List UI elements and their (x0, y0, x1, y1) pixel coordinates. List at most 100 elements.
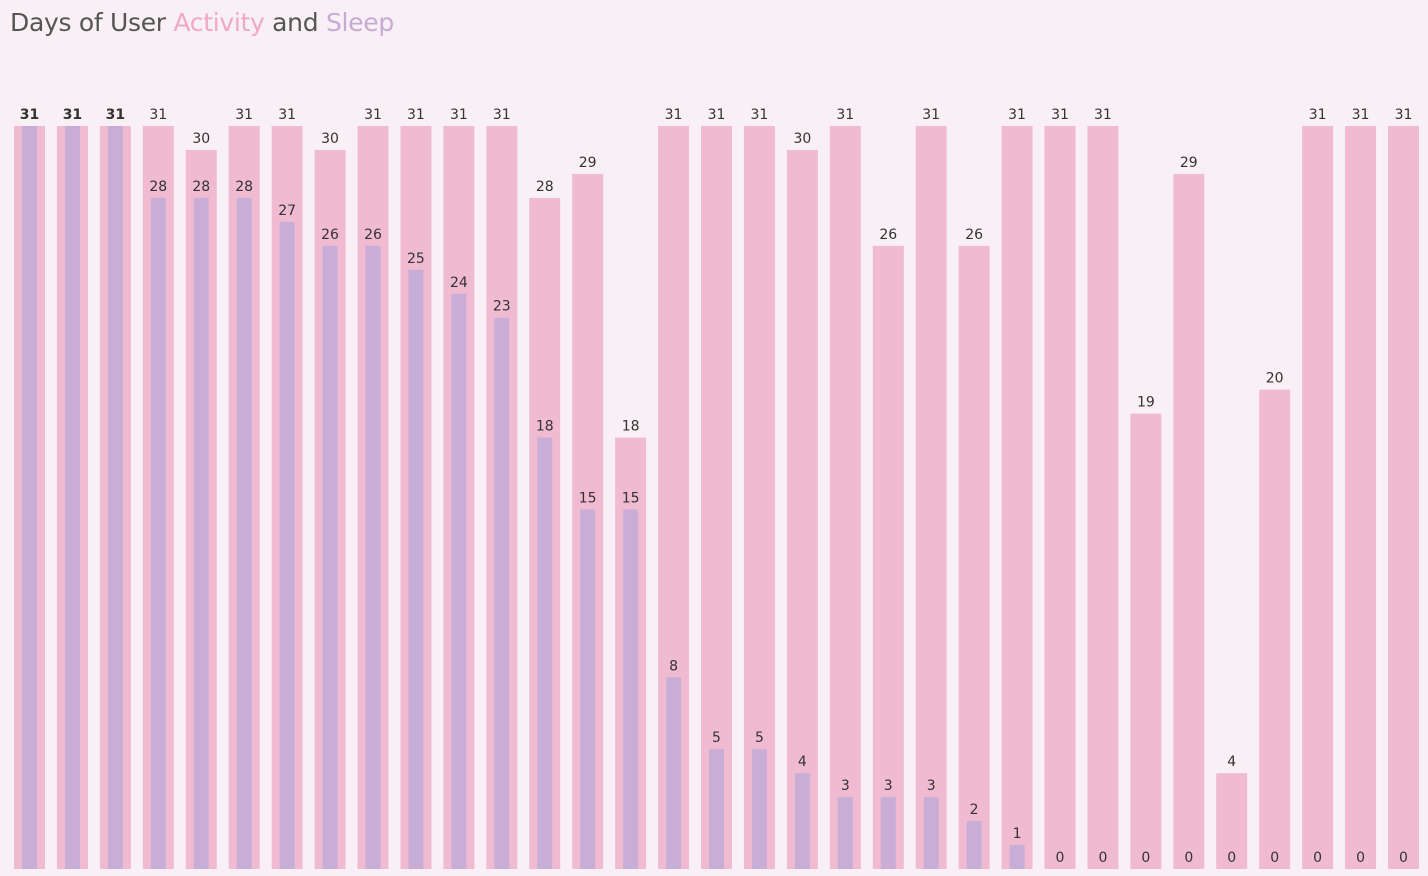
sleep-value-label: 26 (321, 227, 339, 243)
activity-value-label: 31 (1352, 107, 1370, 123)
sleep-bar (408, 269, 424, 869)
activity-bar (872, 245, 904, 870)
sleep-bar (666, 677, 682, 869)
activity-bar (743, 126, 775, 869)
activity-value-label: 31 (493, 107, 511, 123)
activity-value-label: 31 (450, 107, 468, 123)
sleep-value-label: 28 (235, 179, 253, 195)
activity-value-label: 28 (536, 179, 554, 195)
activity-bar (1302, 126, 1334, 869)
activity-value-label: 31 (149, 107, 167, 123)
bar-value-label: 31 (63, 107, 82, 123)
sleep-bar (150, 197, 166, 869)
sleep-value-label: 0 (1141, 850, 1150, 866)
sleep-value-label: 3 (884, 778, 893, 794)
sleep-value-label: 0 (1270, 850, 1279, 866)
sleep-bar (966, 821, 982, 869)
sleep-value-label: 1 (1013, 826, 1022, 842)
activity-value-label: 31 (407, 107, 425, 123)
activity-bar (1044, 126, 1076, 869)
sleep-bar (837, 797, 853, 869)
activity-value-label: 31 (364, 107, 382, 123)
bar-labels: 31 31 31 3128302831283127302631263125312431… (20, 107, 1413, 866)
sleep-value-label: 23 (493, 299, 511, 315)
sleep-bars (22, 126, 1025, 870)
activity-value-label: 18 (622, 419, 640, 435)
activity-bar (1259, 389, 1291, 869)
activity-value-label: 31 (1008, 107, 1026, 123)
sleep-bar (279, 221, 295, 869)
activity-value-label: 20 (1266, 371, 1284, 387)
sleep-value-label: 26 (364, 227, 382, 243)
sleep-value-label: 28 (149, 179, 167, 195)
sleep-value-label: 25 (407, 251, 425, 267)
activity-bar (786, 149, 818, 870)
sleep-value-label: 15 (622, 490, 640, 506)
sleep-value-label: 0 (1098, 850, 1107, 866)
activity-value-label: 31 (1094, 107, 1112, 123)
sleep-value-label: 3 (841, 778, 850, 794)
sleep-bar (751, 749, 767, 869)
sleep-value-label: 27 (278, 203, 296, 219)
sleep-bar (794, 773, 810, 869)
bar-value-label: 31 (106, 107, 125, 123)
sleep-bar (623, 509, 639, 869)
activity-value-label: 31 (1395, 107, 1413, 123)
activity-value-label: 31 (665, 107, 683, 123)
sleep-bar (193, 197, 209, 869)
sleep-bar (236, 197, 252, 869)
activity-value-label: 29 (579, 155, 597, 171)
activity-value-label: 29 (1180, 155, 1198, 171)
activity-value-label: 30 (793, 131, 811, 147)
sleep-bar (22, 126, 37, 869)
activity-bar (958, 245, 990, 870)
sleep-bar (365, 245, 381, 870)
sleep-value-label: 3 (927, 778, 936, 794)
sleep-value-label: 5 (712, 730, 721, 746)
sleep-bar (580, 509, 596, 869)
sleep-value-label: 28 (192, 179, 210, 195)
activity-value-label: 31 (751, 107, 769, 123)
activity-bar (1216, 773, 1248, 869)
activity-bar (1130, 413, 1162, 869)
sleep-value-label: 15 (579, 490, 597, 506)
activity-value-label: 31 (1051, 107, 1069, 123)
sleep-value-label: 4 (798, 754, 807, 770)
sleep-bar (537, 437, 553, 869)
sleep-value-label: 2 (970, 802, 979, 818)
sleep-bar (322, 245, 338, 870)
title-activity-word: Activity (173, 8, 265, 37)
activity-bar (915, 126, 947, 869)
sleep-value-label: 0 (1313, 850, 1322, 866)
activity-value-label: 31 (836, 107, 854, 123)
sleep-value-label: 24 (450, 275, 468, 291)
activity-value-label: 31 (708, 107, 726, 123)
sleep-bar (709, 749, 724, 869)
bar-value-label: 31 (20, 107, 39, 123)
activity-value-label: 26 (965, 227, 983, 243)
activity-value-label: 31 (278, 107, 296, 123)
activity-bar (1345, 126, 1377, 869)
sleep-bar (923, 797, 939, 869)
sleep-value-label: 18 (536, 419, 554, 435)
sleep-value-label: 0 (1356, 850, 1365, 866)
sleep-bar (494, 317, 510, 869)
sleep-bar (1009, 845, 1025, 869)
title-middle: and (264, 8, 326, 37)
activity-value-label: 31 (922, 107, 940, 123)
sleep-value-label: 5 (755, 730, 764, 746)
sleep-value-label: 8 (669, 658, 678, 674)
activity-value-label: 30 (192, 131, 210, 147)
title-prefix: Days of User (10, 8, 174, 37)
title-sleep-word: Sleep (325, 8, 394, 37)
activity-value-label: 30 (321, 131, 339, 147)
sleep-value-label: 0 (1227, 850, 1236, 866)
activity-bar (1087, 126, 1119, 869)
sleep-value-label: 0 (1184, 850, 1193, 866)
activity-value-label: 19 (1137, 395, 1155, 411)
activity-bar (1173, 173, 1205, 869)
activity-bar (701, 126, 732, 869)
activity-value-label: 31 (1309, 107, 1327, 123)
chart-title: Days of User Activity and Sleep (10, 8, 394, 37)
